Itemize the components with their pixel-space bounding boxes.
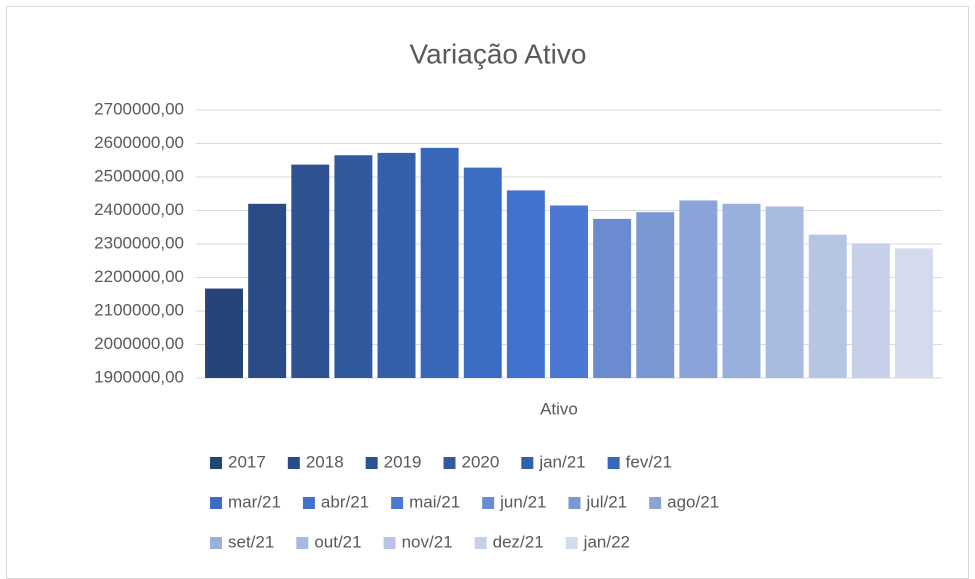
legend-label: mar/21 <box>228 492 281 511</box>
legend-label: 2018 <box>306 452 344 471</box>
legend-label: fev/21 <box>626 452 672 471</box>
legend-swatch <box>391 497 404 509</box>
legend-label: mai/21 <box>409 492 460 511</box>
legend-swatch <box>365 457 378 469</box>
legend-label: jan/22 <box>583 532 630 551</box>
bar <box>593 218 632 378</box>
bar <box>506 190 545 378</box>
legend-swatch <box>482 497 495 509</box>
legend-swatch <box>210 497 222 509</box>
legend-swatch <box>210 457 222 469</box>
legend-swatch <box>565 537 578 549</box>
y-tick-label: 2300000,00 <box>94 233 184 252</box>
legend-swatch <box>210 537 222 549</box>
y-tick-label: 1900000,00 <box>94 367 184 386</box>
legend-swatch <box>302 497 315 509</box>
legend-label: dez/21 <box>493 532 544 551</box>
legend-label: 2019 <box>384 452 422 471</box>
legend-label: nov/21 <box>402 532 453 551</box>
y-tick-label: 2200000,00 <box>94 267 184 286</box>
legend-label: abr/21 <box>321 492 369 511</box>
legend-label: out/21 <box>314 532 361 551</box>
legend-label: jul/21 <box>585 492 627 511</box>
legend-swatch <box>474 537 487 549</box>
chart-title: Variação Ativo <box>410 38 587 69</box>
bar <box>550 205 588 378</box>
bar <box>205 288 244 378</box>
y-tick-label: 2100000,00 <box>94 300 184 319</box>
legend-swatch <box>521 457 534 469</box>
x-tick-label: Ativo <box>540 399 578 418</box>
legend-swatch <box>287 457 300 469</box>
y-tick-label: 2400000,00 <box>94 200 184 219</box>
legend-label: ago/21 <box>667 492 719 511</box>
bar <box>377 152 416 378</box>
legend-swatch <box>649 497 662 509</box>
legend-swatch <box>568 497 581 509</box>
bar <box>808 234 847 378</box>
bar <box>894 248 933 378</box>
legend-label: 2017 <box>228 452 266 471</box>
legend-label: 2020 <box>461 452 499 471</box>
bar <box>636 212 675 378</box>
y-tick-label: 2600000,00 <box>94 133 184 152</box>
legend-label: jan/21 <box>538 452 585 471</box>
bar <box>291 164 330 378</box>
legend-label: set/21 <box>228 532 274 551</box>
legend-swatch <box>443 457 456 469</box>
legend-swatch <box>383 537 396 549</box>
bar <box>463 167 502 378</box>
y-tick-label: 2700000,00 <box>94 99 184 118</box>
bar <box>248 203 287 378</box>
bar <box>679 200 718 378</box>
legend-swatch <box>296 537 309 549</box>
bar <box>334 155 373 378</box>
legend-swatch <box>607 457 620 469</box>
bar <box>722 203 761 378</box>
y-tick-label: 2000000,00 <box>94 334 184 353</box>
bar <box>420 147 459 378</box>
y-tick-label: 2500000,00 <box>94 166 184 185</box>
legend-label: jun/21 <box>499 492 546 511</box>
bar <box>851 243 890 378</box>
bar <box>765 206 804 378</box>
